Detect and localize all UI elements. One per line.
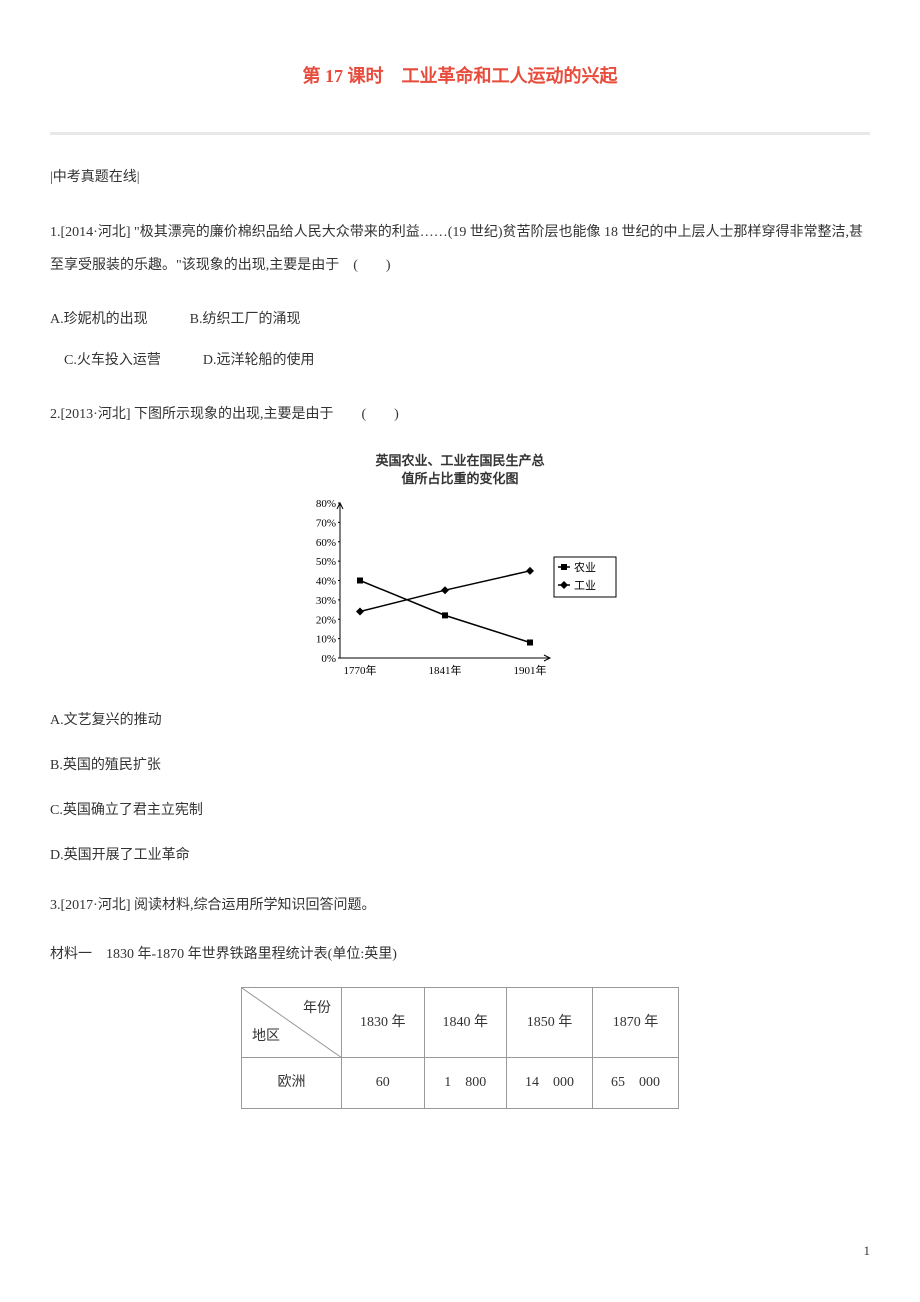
svg-text:1901年: 1901年 bbox=[514, 663, 547, 677]
question-1-options: A.珍妮机的出现 B.纺织工厂的涌现 C.火车投入运营 D.远洋轮船的使用 bbox=[50, 303, 870, 378]
col-1840: 1840 年 bbox=[424, 988, 507, 1058]
svg-text:农业: 农业 bbox=[574, 560, 596, 574]
col-1830: 1830 年 bbox=[342, 988, 425, 1058]
table-corner-cell: 年份 地区 bbox=[242, 988, 342, 1058]
q2-option-c: C.英国确立了君主立宪制 bbox=[50, 798, 870, 823]
question-3: 3.[2017·河北] 阅读材料,综合运用所学知识回答问题。 bbox=[50, 889, 870, 923]
header-top: 年份 bbox=[303, 996, 331, 1021]
chart-container: 英国农业、工业在国民生产总 值所占比重的变化图 0% 10% 20% 30% 40% 50… bbox=[50, 452, 870, 683]
header-bottom: 地区 bbox=[252, 1024, 280, 1049]
svg-text:10%: 10% bbox=[316, 634, 336, 646]
q2-option-b: B.英国的殖民扩张 bbox=[50, 753, 870, 778]
chart-title-line1: 英国农业、工业在国民生产总 bbox=[375, 453, 544, 468]
question-2: 2.[2013·河北] 下图所示现象的出现,主要是由于 ( ) bbox=[50, 398, 870, 432]
chart-title: 英国农业、工业在国民生产总 值所占比重的变化图 bbox=[300, 452, 620, 488]
q2-option-d: D.英国开展了工业革命 bbox=[50, 843, 870, 868]
svg-text:60%: 60% bbox=[316, 537, 336, 549]
railway-table-container: 年份 地区 1830 年 1840 年 1850 年 1870 年 欧洲 60 … bbox=[50, 987, 870, 1108]
svg-text:0%: 0% bbox=[321, 653, 336, 665]
svg-text:1841年: 1841年 bbox=[429, 663, 462, 677]
svg-text:40%: 40% bbox=[316, 575, 336, 587]
table-header-row: 年份 地区 1830 年 1840 年 1850 年 1870 年 bbox=[242, 988, 679, 1058]
svg-text:20%: 20% bbox=[316, 614, 336, 626]
col-1870: 1870 年 bbox=[593, 988, 679, 1058]
lesson-title: 第 17 课时 工业革命和工人运动的兴起 bbox=[50, 60, 870, 92]
material-label: 材料一 1830 年-1870 年世界铁路里程统计表(单位:英里) bbox=[50, 942, 870, 967]
q2-option-a: A.文艺复兴的推动 bbox=[50, 708, 870, 733]
svg-text:工业: 工业 bbox=[574, 579, 596, 592]
cell-europe-1840: 1 800 bbox=[424, 1058, 507, 1108]
railway-table: 年份 地区 1830 年 1840 年 1850 年 1870 年 欧洲 60 … bbox=[241, 987, 679, 1108]
q1-option-cd: C.火车投入运营 D.远洋轮船的使用 bbox=[50, 344, 870, 378]
horizontal-divider bbox=[50, 132, 870, 135]
chart-title-line2: 值所占比重的变化图 bbox=[401, 471, 518, 486]
col-1850: 1850 年 bbox=[507, 988, 593, 1058]
row-label-europe: 欧洲 bbox=[242, 1058, 342, 1108]
cell-europe-1850: 14 000 bbox=[507, 1058, 593, 1108]
svg-text:70%: 70% bbox=[316, 517, 336, 529]
svg-text:80%: 80% bbox=[316, 498, 336, 510]
cell-europe-1870: 65 000 bbox=[593, 1058, 679, 1108]
svg-text:50%: 50% bbox=[316, 556, 336, 568]
svg-text:1770年: 1770年 bbox=[344, 663, 377, 677]
table-row-europe: 欧洲 60 1 800 14 000 65 000 bbox=[242, 1058, 679, 1108]
svg-text:30%: 30% bbox=[316, 595, 336, 607]
section-label: |中考真题在线| bbox=[50, 165, 870, 190]
page-number: 1 bbox=[864, 1239, 871, 1262]
cell-europe-1830: 60 bbox=[342, 1058, 425, 1108]
line-chart: 0% 10% 20% 30% 40% 50% 60% 70% 80% 1770年 1841年 1901… bbox=[300, 493, 620, 683]
chart: 英国农业、工业在国民生产总 值所占比重的变化图 0% 10% 20% 30% 40% 50… bbox=[300, 452, 620, 683]
question-1: 1.[2014·河北] "极其漂亮的廉价棉织品给人民大众带来的利益……(19 世… bbox=[50, 216, 870, 283]
q1-option-ab: A.珍妮机的出现 B.纺织工厂的涌现 bbox=[50, 303, 870, 337]
